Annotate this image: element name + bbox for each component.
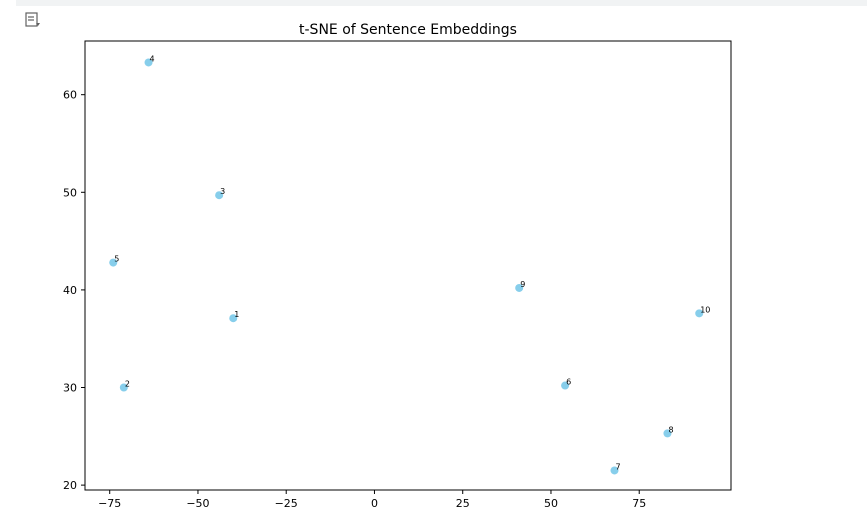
y-tick-label: 20	[63, 479, 77, 492]
point-label-2: 2	[125, 380, 130, 389]
output-header-strip	[16, 0, 867, 6]
scatter-point-10	[695, 309, 704, 318]
x-tick-label: 50	[544, 497, 558, 510]
y-axis-ticks: 20 30 40 50 60	[63, 89, 85, 492]
point-label-3: 3	[220, 187, 225, 196]
point-label-4: 4	[150, 54, 155, 63]
scatter-point-1	[229, 314, 238, 323]
scatter-point-7	[610, 466, 619, 475]
point-label-1: 1	[234, 310, 239, 319]
x-tick-label: 75	[632, 497, 646, 510]
x-tick-label: −75	[98, 497, 121, 510]
x-tick-label: −25	[275, 497, 298, 510]
scatter-point-2	[119, 383, 128, 392]
y-tick-label: 40	[63, 284, 77, 297]
y-tick-label: 50	[63, 186, 77, 199]
scatter-point-4	[144, 58, 153, 67]
scatter-point-3	[215, 191, 224, 200]
point-label-7: 7	[616, 462, 621, 471]
y-tick-label: 30	[63, 382, 77, 395]
y-tick-label: 60	[63, 89, 77, 102]
chart-title: t-SNE of Sentence Embeddings	[299, 22, 517, 38]
point-label-10: 10	[700, 305, 710, 314]
output-toggle-icon[interactable]	[24, 11, 42, 29]
scatter-point-6	[561, 381, 570, 390]
point-label-6: 6	[566, 378, 571, 387]
x-axis-ticks: −75 −50 −25 0 25 50 75	[98, 490, 646, 510]
plot-frame	[84, 40, 732, 491]
point-label-8: 8	[668, 425, 673, 434]
scatter-point-9	[515, 283, 524, 292]
point-label-5: 5	[114, 255, 119, 264]
scatter-point-8	[663, 429, 672, 438]
scatter-points: 1 2 3 4 5 6 7 8 9 10	[109, 54, 710, 475]
x-tick-label: 25	[456, 497, 470, 510]
point-label-9: 9	[520, 280, 525, 289]
x-tick-label: −50	[186, 497, 209, 510]
scatter-point-5	[109, 258, 118, 267]
x-tick-label: 0	[371, 497, 378, 510]
